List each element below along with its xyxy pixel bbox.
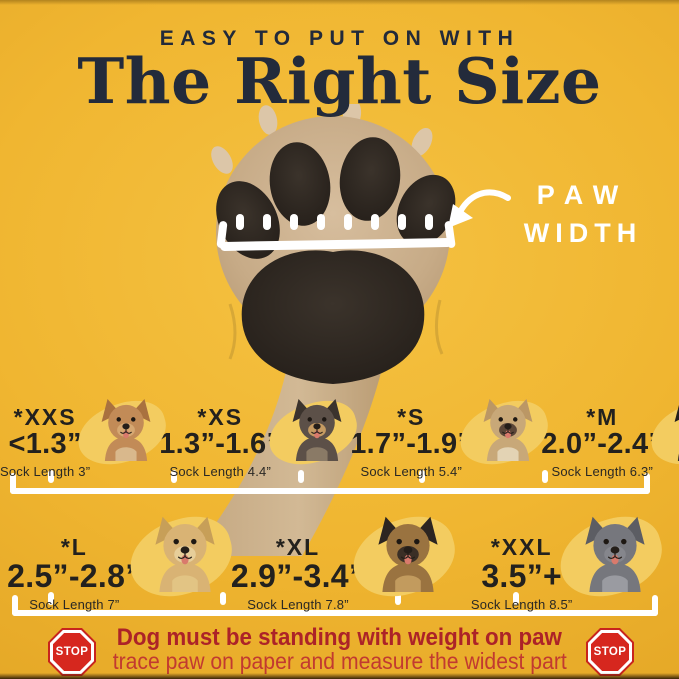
top-vignette: [0, 0, 679, 5]
australian-shepherd-dog-image: [666, 390, 679, 466]
yorkshire-terrier-dog-image: [284, 390, 350, 466]
size-label: *XS: [197, 404, 244, 430]
curved-arrow-icon: [448, 189, 511, 228]
size-entry-xl: *XL 2.9”-3.4” Sock Length 7.8”: [230, 507, 465, 612]
paw-width-line1: PAW: [536, 180, 630, 210]
size-range: 1.3”-1.6”: [159, 428, 282, 461]
stop-sign-text: STOP: [55, 646, 89, 658]
stop-sign-icon: STOP: [586, 628, 634, 676]
chihuahua-dog-image: [93, 390, 159, 466]
paw-width-label: PAW WIDTH: [498, 180, 668, 249]
sock-length-label: Sock Length 7.8”: [247, 597, 349, 612]
size-range: 1.7”-1.9”: [350, 428, 473, 461]
size-entry-xxs: *XXS <1.3” Sock Length 3”: [0, 392, 174, 479]
size-label: *S: [397, 404, 426, 430]
sock-length-label: Sock Length 3”: [0, 463, 91, 479]
size-entry-l: *L 2.5”-2.8” Sock Length 7”: [7, 507, 241, 612]
size-entry-s: *S 1.7”-1.9” Sock Length 5.4”: [350, 392, 556, 479]
size-row-2: *L 2.5”-2.8” Sock Length 7” *XL 2.9”-3.4…: [4, 507, 675, 612]
bottom-vignette: [0, 673, 679, 679]
size-row-1: *XXS <1.3” Sock Length 3” *XS 1.3”-1.6” …: [0, 392, 679, 479]
sock-length-label: Sock Length 8.5”: [470, 597, 573, 612]
bottom-divider-line: [12, 592, 658, 616]
german-shepherd-dog-image: [368, 506, 448, 598]
size-label: *L: [60, 534, 88, 560]
paw-width-ruler: [216, 213, 456, 255]
size-range: 3.5”+: [481, 558, 562, 595]
size-entry-m: *M 2.0”-2.4” Sock Length 6.3”: [541, 392, 679, 479]
size-range: 2.9”-3.4”: [230, 558, 366, 595]
great-dane-dog-image: [575, 506, 655, 598]
warning-text-light: trace paw on paper and measure the wides…: [112, 648, 567, 674]
french-bulldog-dog-image: [475, 390, 541, 466]
size-label: *XXS: [13, 404, 77, 430]
size-range: 2.0”-2.4”: [541, 428, 664, 461]
size-range: 2.5”-2.8”: [7, 558, 142, 595]
sock-length-label: Sock Length 5.4”: [360, 463, 462, 479]
page-title: The Right Size: [77, 44, 602, 118]
sock-length-label: Sock Length 4.4”: [169, 463, 271, 479]
sock-length-label: Sock Length 6.3”: [551, 463, 653, 479]
sock-length-label: Sock Length 7”: [29, 597, 120, 612]
golden-retriever-dog-image: [145, 506, 225, 598]
stop-sign-text: STOP: [593, 646, 627, 658]
size-entry-xxl: *XXL 3.5”+ Sock Length 8.5”: [470, 507, 672, 612]
size-label: *XXL: [490, 534, 553, 560]
size-label: *M: [586, 404, 619, 430]
warning-text-bold: Dog must be standing with weight on paw: [116, 624, 563, 651]
size-range: <1.3”: [8, 428, 82, 461]
row-divider-line: [10, 470, 650, 494]
size-entry-xs: *XS 1.3”-1.6” Sock Length 4.4”: [159, 392, 365, 479]
size-label: *XL: [275, 534, 321, 560]
kicker-text: EASY TO PUT ON WITH: [159, 27, 520, 50]
paw-width-line2: WIDTH: [523, 218, 643, 248]
stop-sign-icon: STOP: [48, 628, 96, 676]
